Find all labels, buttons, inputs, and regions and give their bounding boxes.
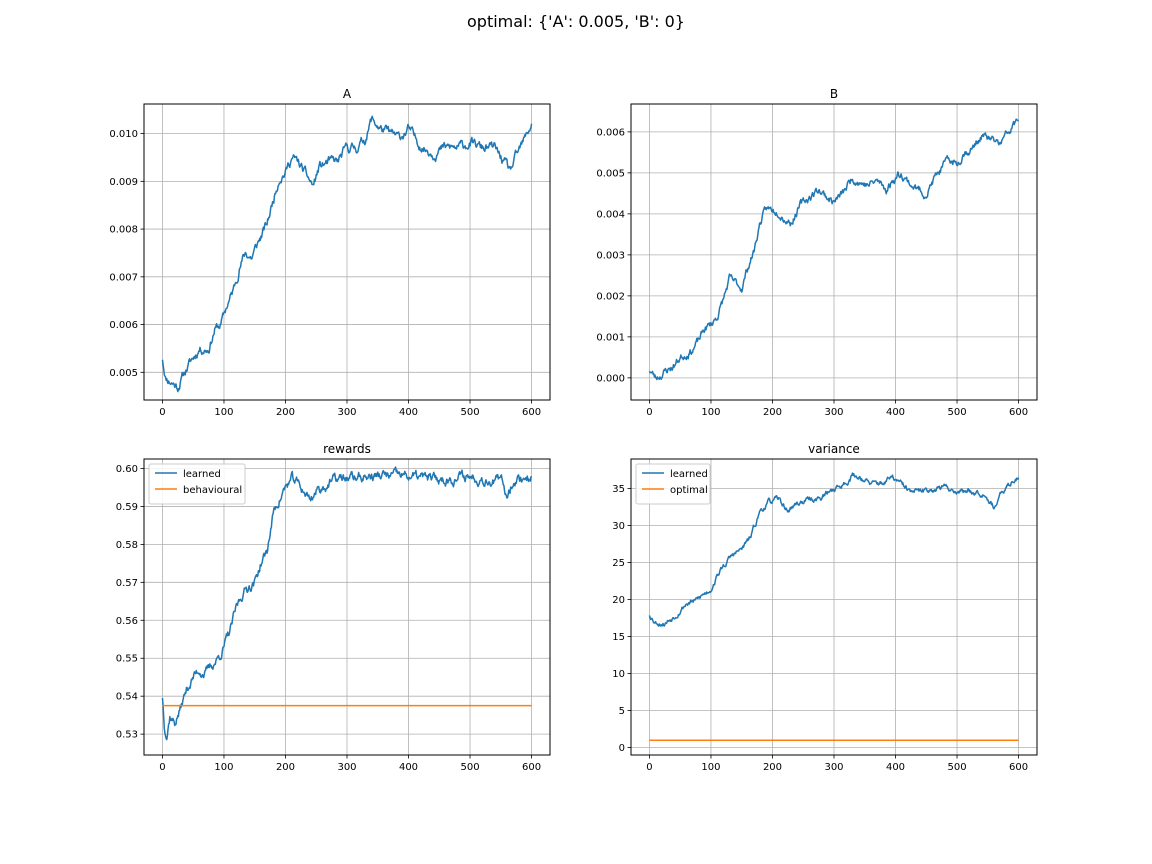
legend-label: optimal bbox=[670, 485, 708, 496]
legend-label: learned bbox=[183, 469, 221, 480]
y-tick-label: 0.53 bbox=[116, 730, 138, 741]
y-tick-label: 0.004 bbox=[596, 209, 625, 220]
series-line-learned bbox=[161, 466, 533, 741]
x-tick-label: 0 bbox=[159, 407, 165, 418]
legend-box bbox=[635, 463, 711, 505]
x-tick-label: 0 bbox=[646, 407, 652, 418]
x-tick-label: 600 bbox=[522, 762, 541, 773]
y-tick-label: 0.57 bbox=[116, 578, 138, 589]
x-tick-label: 0 bbox=[646, 762, 652, 773]
y-tick-label: 35 bbox=[612, 484, 625, 495]
y-tick-label: 0.001 bbox=[596, 332, 625, 343]
x-tick-label: 300 bbox=[337, 407, 356, 418]
x-tick-label: 0 bbox=[159, 762, 165, 773]
y-tick-label: 0.003 bbox=[596, 250, 625, 261]
x-tick-label: 200 bbox=[763, 762, 782, 773]
x-tick-label: 400 bbox=[399, 762, 418, 773]
x-tick-label: 300 bbox=[337, 762, 356, 773]
subplot-title: rewards bbox=[323, 442, 371, 456]
y-tick-label: 0.007 bbox=[109, 272, 138, 283]
x-tick-label: 500 bbox=[947, 407, 966, 418]
legend-label: learned bbox=[670, 469, 708, 480]
y-tick-label: 20 bbox=[612, 595, 625, 606]
series-line-B bbox=[648, 118, 1019, 381]
y-tick-label: 0.60 bbox=[116, 464, 138, 475]
y-tick-label: 0.002 bbox=[596, 291, 625, 302]
y-tick-label: 0 bbox=[619, 743, 625, 754]
x-tick-label: 200 bbox=[276, 762, 295, 773]
y-tick-label: 25 bbox=[612, 558, 625, 569]
figure-suptitle: optimal: {'A': 0.005, 'B': 0} bbox=[467, 12, 685, 31]
y-tick-label: 5 bbox=[619, 706, 625, 717]
x-tick-label: 200 bbox=[276, 407, 295, 418]
x-tick-label: 600 bbox=[522, 407, 541, 418]
x-tick-label: 500 bbox=[460, 407, 479, 418]
series-line-learned bbox=[648, 472, 1020, 627]
x-tick-label: 500 bbox=[947, 762, 966, 773]
x-tick-label: 500 bbox=[460, 762, 479, 773]
y-tick-label: 10 bbox=[612, 669, 625, 680]
y-tick-label: 0.54 bbox=[116, 692, 138, 703]
y-tick-label: 0.005 bbox=[109, 368, 138, 379]
y-tick-label: 0.55 bbox=[116, 654, 138, 665]
y-tick-label: 15 bbox=[612, 632, 625, 643]
x-tick-label: 100 bbox=[214, 407, 233, 418]
x-tick-label: 600 bbox=[1009, 407, 1028, 418]
x-tick-label: 600 bbox=[1009, 762, 1028, 773]
subplot-title: B bbox=[830, 87, 838, 101]
series-line-A bbox=[161, 115, 533, 393]
legend-label: behavioural bbox=[183, 485, 242, 496]
y-tick-label: 0.009 bbox=[109, 177, 138, 188]
y-tick-label: 0.006 bbox=[109, 320, 138, 331]
x-tick-label: 400 bbox=[399, 407, 418, 418]
y-tick-label: 0.006 bbox=[596, 127, 625, 138]
x-tick-label: 300 bbox=[824, 407, 843, 418]
y-tick-label: 30 bbox=[612, 521, 625, 532]
x-tick-label: 400 bbox=[886, 762, 905, 773]
subplot-rewards: 0 100 200 300 400 500 600 0.53 0.54 0.55 0.56 0.57 0… bbox=[116, 442, 551, 773]
x-tick-label: 100 bbox=[214, 762, 233, 773]
legend-box bbox=[148, 463, 246, 505]
y-tick-label: 0.005 bbox=[596, 168, 625, 179]
y-tick-label: 0.010 bbox=[109, 129, 138, 140]
subplot-A: 0 100 200 300 400 500 600 0.005 0.006 0.007 0.008 0… bbox=[109, 87, 551, 418]
y-tick-label: 0.59 bbox=[116, 502, 138, 513]
x-tick-label: 200 bbox=[763, 407, 782, 418]
subplot-B: 0 100 200 300 400 500 600 0.000 0.001 0.002 0.003 0… bbox=[596, 87, 1038, 418]
y-tick-label: 0.000 bbox=[596, 373, 625, 384]
x-tick-label: 400 bbox=[886, 407, 905, 418]
y-tick-label: 0.008 bbox=[109, 225, 138, 236]
subplot-title: variance bbox=[808, 442, 860, 456]
x-tick-label: 100 bbox=[701, 407, 720, 418]
y-tick-label: 0.58 bbox=[116, 540, 138, 551]
subplot-title: A bbox=[343, 87, 352, 101]
subplot-variance: 0 100 200 300 400 500 600 0 5 10 15 20 25 30 35 varianc… bbox=[612, 442, 1038, 773]
x-tick-label: 100 bbox=[701, 762, 720, 773]
x-tick-label: 300 bbox=[824, 762, 843, 773]
y-tick-label: 0.56 bbox=[116, 616, 138, 627]
